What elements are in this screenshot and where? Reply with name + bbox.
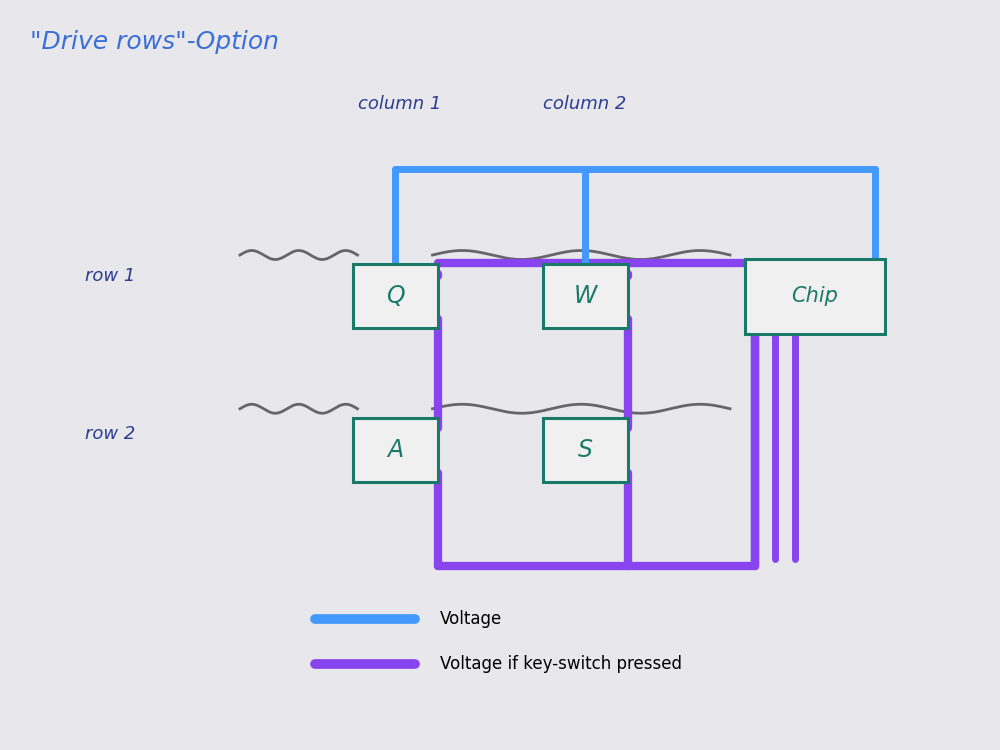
Text: Q: Q	[386, 284, 404, 308]
Text: row 2: row 2	[85, 424, 135, 442]
FancyBboxPatch shape	[542, 265, 628, 328]
Text: row 1: row 1	[85, 267, 135, 285]
Text: Chip: Chip	[792, 286, 838, 306]
FancyBboxPatch shape	[542, 419, 628, 482]
FancyBboxPatch shape	[745, 259, 885, 334]
Text: W: W	[573, 284, 597, 308]
Text: Voltage if key-switch pressed: Voltage if key-switch pressed	[440, 655, 682, 673]
Text: "Drive rows"-Option: "Drive rows"-Option	[30, 30, 279, 54]
Text: S: S	[578, 438, 592, 462]
Text: column 1: column 1	[358, 94, 442, 112]
Text: Voltage: Voltage	[440, 610, 502, 628]
Text: A: A	[387, 438, 403, 462]
FancyBboxPatch shape	[353, 419, 438, 482]
Text: column 2: column 2	[543, 94, 627, 112]
FancyBboxPatch shape	[353, 265, 438, 328]
